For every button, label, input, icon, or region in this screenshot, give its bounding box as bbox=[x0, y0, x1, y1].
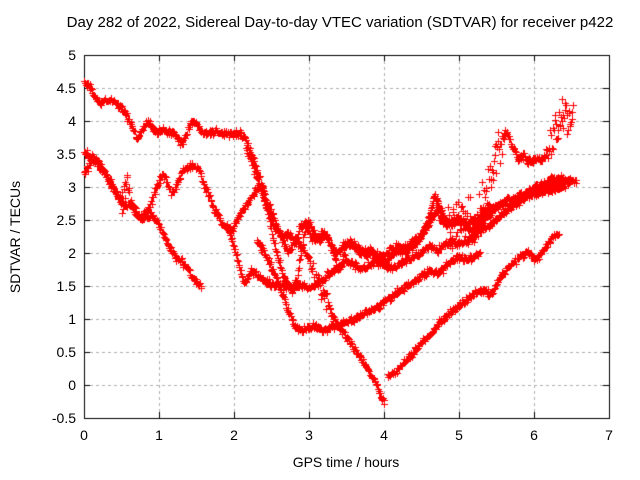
y-tick-label: 2 bbox=[68, 245, 76, 261]
y-tick-label: 5 bbox=[68, 47, 76, 63]
y-tick-label: 0 bbox=[68, 377, 76, 393]
x-tick-label: 3 bbox=[305, 427, 313, 443]
x-tick-label: 2 bbox=[230, 427, 238, 443]
y-tick-label: 0.5 bbox=[56, 344, 76, 360]
y-tick-label: 1.5 bbox=[56, 278, 76, 294]
y-tick-label: 2.5 bbox=[56, 212, 76, 228]
x-tick-label: 7 bbox=[605, 427, 613, 443]
x-tick-label: 6 bbox=[530, 427, 538, 443]
y-tick-label: 3 bbox=[68, 179, 76, 195]
y-tick-label: 4.5 bbox=[56, 80, 76, 96]
x-tick-label: 1 bbox=[155, 427, 163, 443]
y-tick-label: 3.5 bbox=[56, 146, 76, 162]
x-tick-label: 4 bbox=[380, 427, 388, 443]
y-tick-label: -0.5 bbox=[51, 410, 76, 426]
x-tick-label: 5 bbox=[455, 427, 463, 443]
chart-title: Day 282 of 2022, Sidereal Day-to-day VTE… bbox=[66, 14, 614, 31]
y-tick-label: 4 bbox=[68, 113, 76, 129]
x-tick-label: 0 bbox=[80, 427, 88, 443]
y-tick-label: 1 bbox=[68, 311, 76, 327]
x-axis-label: GPS time / hours bbox=[292, 454, 400, 470]
